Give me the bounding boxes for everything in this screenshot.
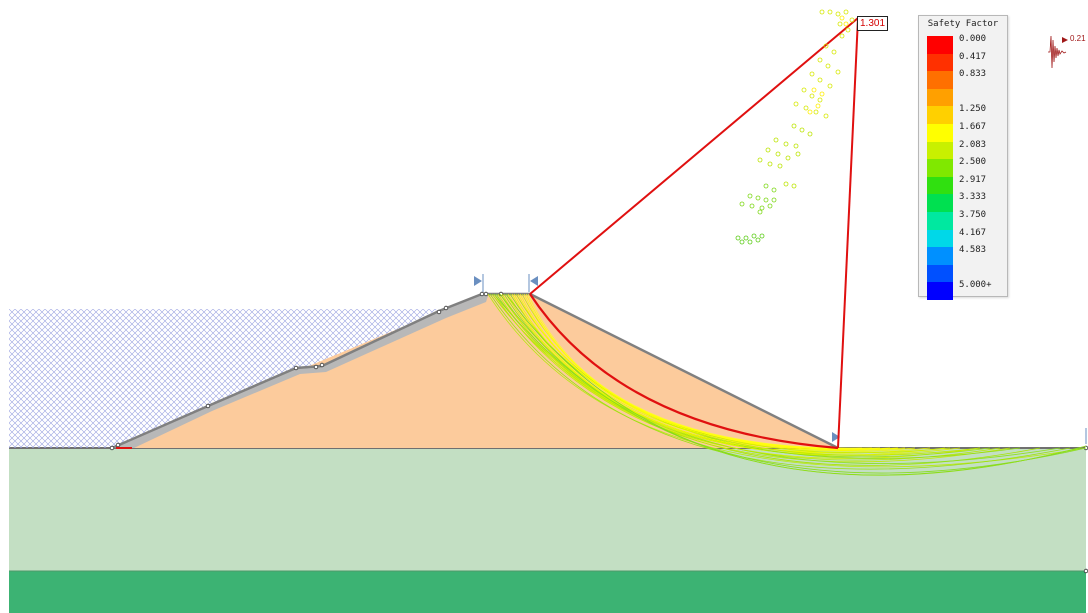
seismic-direction-arrow — [1062, 37, 1068, 43]
legend-value-label: 0.417 — [959, 51, 987, 62]
legend-color-swatch — [927, 88, 953, 107]
foundation-upper-layer — [9, 448, 1086, 571]
legend-value-label: 1.667 — [959, 122, 987, 132]
legend-color-swatch — [927, 212, 953, 231]
legend-entry: 3.750 — [927, 210, 1005, 232]
legend-value-label: 2.083 — [959, 139, 987, 150]
legend-color-swatch — [927, 194, 953, 213]
legend-entry: 0.417 — [927, 51, 1005, 74]
legend-color-swatch — [927, 159, 953, 178]
legend-value-label: 4.167 — [959, 227, 987, 238]
safety-factor-legend: Safety Factor 0.000 0.417 0.833 1.250 1.667 2… — [918, 15, 1008, 301]
legend-color-swatch — [927, 229, 953, 248]
legend-entry: 2.083 — [927, 139, 1005, 162]
legend-value-label: 0.000 — [959, 34, 987, 44]
legend-entry — [927, 88, 1005, 109]
legend-entry: 1.250 — [927, 104, 1005, 126]
legend-color-swatch — [927, 53, 953, 72]
legend-color-swatch — [927, 176, 953, 195]
legend-value-label: 3.750 — [959, 210, 987, 220]
legend-color-swatch — [927, 264, 953, 283]
legend-color-swatch — [927, 106, 953, 125]
legend-entry: 2.917 — [927, 174, 1005, 197]
reservoir-water-region — [9, 309, 439, 448]
downstream-slope-outline — [529, 292, 839, 450]
legend-color-swatch — [927, 124, 953, 143]
legend-color-swatch — [927, 282, 953, 301]
seismic-coefficient-label: 0.21 — [1070, 34, 1086, 43]
legend-value-label: 3.333 — [959, 192, 987, 203]
boundary-vertices — [109, 291, 1088, 574]
legend-entry: 5.000+ — [927, 280, 1005, 302]
legend-entry: 3.333 — [927, 192, 1005, 214]
slip-surface-limit-marker-icon[interactable] — [474, 274, 1087, 444]
critical-slip-surface[interactable] — [529, 293, 839, 450]
legend-value-label: 2.917 — [959, 174, 987, 185]
legend-entry: 0.833 — [927, 69, 1005, 91]
slip-center-points — [735, 9, 855, 245]
legend-entry: 0.000 — [927, 34, 1005, 56]
legend-value-label: 4.583 — [959, 245, 987, 256]
legend-entry: 4.583 — [927, 245, 1005, 267]
critical-slip-center-radii — [529, 17, 859, 449]
legend-value-label: 5.000+ — [959, 280, 992, 291]
trial-slip-surfaces — [487, 293, 1087, 476]
foundation-lower-layer — [9, 571, 1086, 613]
legend-color-swatch — [927, 36, 953, 55]
legend-entry: 4.167 — [927, 227, 1005, 250]
legend-title: Safety Factor — [927, 19, 999, 29]
legend-value-label: 2.500 — [959, 157, 987, 168]
legend-color-swatch — [927, 247, 953, 266]
legend-entry: 2.500 — [927, 157, 1005, 179]
critical-safety-factor-label: 1.301 — [857, 16, 889, 31]
legend-value-label: 1.250 — [959, 104, 987, 115]
legend-color-swatch — [927, 71, 953, 90]
legend-value-label: 0.833 — [959, 69, 987, 80]
embankment-body — [112, 294, 838, 448]
legend-entry — [927, 264, 1005, 285]
legend-entry: 1.667 — [927, 122, 1005, 144]
seismic-waveform-icon — [1048, 35, 1067, 69]
legend-color-swatch — [927, 141, 953, 160]
